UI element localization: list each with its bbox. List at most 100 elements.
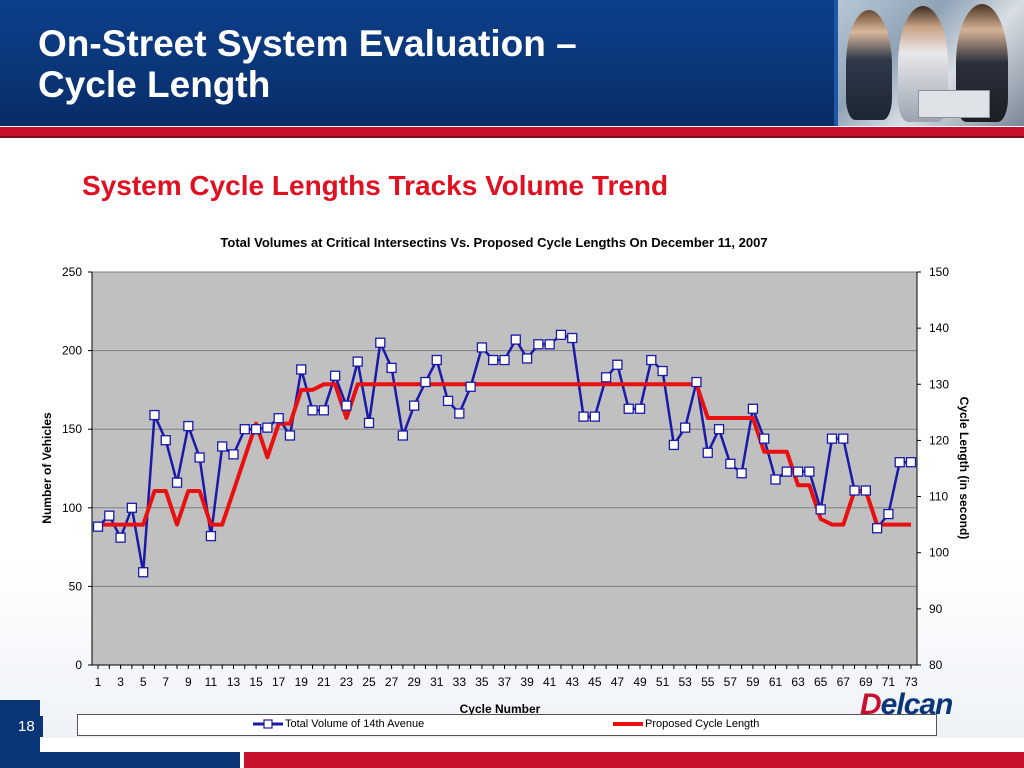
data-point-volume bbox=[623, 403, 634, 414]
x-tick-label: 23 bbox=[340, 675, 354, 689]
data-point-volume bbox=[160, 435, 171, 446]
data-point-volume bbox=[329, 370, 341, 381]
y2-tick-label: 90 bbox=[929, 602, 943, 616]
y2-tick-label: 80 bbox=[929, 658, 943, 672]
data-point-volume bbox=[442, 395, 454, 407]
x-tick-label: 1 bbox=[95, 675, 102, 689]
x-tick-label: 3 bbox=[117, 675, 124, 689]
data-point-volume bbox=[284, 430, 296, 441]
x-tick-label: 59 bbox=[746, 675, 760, 689]
data-point-volume bbox=[228, 449, 239, 460]
data-point-volume bbox=[488, 354, 499, 366]
data-point-volume bbox=[826, 433, 838, 444]
header-divider bbox=[834, 0, 840, 126]
legend-swatch-cycle bbox=[613, 718, 643, 730]
data-point-volume bbox=[149, 409, 160, 421]
logo-mark: D bbox=[860, 688, 882, 721]
x-tick-label: 67 bbox=[837, 675, 851, 689]
data-point-volume bbox=[318, 405, 329, 416]
data-point-volume bbox=[386, 362, 397, 374]
legend-label-cycle: Proposed Cycle Length bbox=[645, 718, 760, 730]
data-point-volume bbox=[871, 523, 883, 534]
data-point-volume bbox=[883, 508, 894, 520]
data-point-volume bbox=[194, 452, 205, 463]
data-point-volume bbox=[217, 441, 228, 452]
data-point-volume bbox=[567, 332, 578, 344]
header-banner: On-Street System Evaluation – Cycle Leng… bbox=[0, 0, 838, 126]
left-axis: 0 50 100 150 200 250 bbox=[62, 265, 93, 672]
data-point-volume bbox=[352, 356, 363, 367]
data-point-volume bbox=[544, 339, 555, 350]
x-tick-label: 37 bbox=[498, 675, 512, 689]
x-tick-label: 65 bbox=[814, 675, 828, 689]
data-point-volume bbox=[702, 447, 713, 458]
data-point-volume bbox=[634, 403, 646, 414]
y-tick-label: 150 bbox=[62, 422, 82, 436]
x-tick-label: 43 bbox=[566, 675, 580, 689]
data-point-volume bbox=[815, 504, 826, 515]
x-tick-label: 45 bbox=[588, 675, 602, 689]
x-tick-label: 21 bbox=[317, 675, 331, 689]
data-point-volume bbox=[476, 342, 488, 353]
slide-subtitle: System Cycle Lengths Tracks Volume Trend bbox=[82, 170, 669, 201]
x-tick-label: 53 bbox=[678, 675, 692, 689]
y2-tick-label: 140 bbox=[929, 321, 949, 335]
x-tick-label: 61 bbox=[769, 675, 783, 689]
x-tick-label: 63 bbox=[791, 675, 805, 689]
page-title: On-Street System Evaluation – Cycle Leng… bbox=[38, 23, 577, 105]
y2-axis-label: Cycle Length (in second) bbox=[957, 397, 971, 540]
data-point-volume bbox=[397, 430, 409, 441]
data-point-volume bbox=[713, 424, 725, 435]
y2-tick-label: 120 bbox=[929, 433, 949, 447]
data-point-volume bbox=[510, 334, 521, 345]
data-point-volume bbox=[183, 420, 194, 432]
data-point-volume bbox=[612, 359, 623, 370]
x-tick-label: 31 bbox=[430, 675, 444, 689]
data-point-volume bbox=[804, 466, 815, 477]
data-point-volume bbox=[589, 411, 600, 422]
data-point-volume bbox=[126, 502, 138, 513]
data-point-volume bbox=[375, 337, 386, 348]
data-point-volume bbox=[499, 354, 510, 366]
data-point-volume bbox=[307, 405, 318, 416]
x-tick-label: 71 bbox=[882, 675, 896, 689]
data-point-volume bbox=[115, 532, 126, 543]
x-axis: 1 3 5 7 9 11 13 15 17 19 21 23 25 27 29 31 33 35 37 39 41 43 4… bbox=[92, 664, 918, 689]
right-axis: 80 90 100 110 120 130 140 150 bbox=[916, 265, 949, 672]
y2-tick-label: 100 bbox=[929, 546, 949, 560]
data-point-volume bbox=[578, 411, 589, 422]
legend-item-cycle: Proposed Cycle Length bbox=[613, 718, 759, 730]
y-axis-label: Number of Vehicles bbox=[40, 412, 54, 524]
legend-label-volume: Total Volume of 14th Avenue bbox=[285, 718, 425, 730]
x-tick-label: 17 bbox=[272, 675, 286, 689]
y-tick-label: 100 bbox=[62, 501, 82, 515]
chart-title: Total Volumes at Critical Intersectins V… bbox=[220, 235, 767, 250]
data-point-volume bbox=[725, 458, 736, 469]
x-tick-label: 39 bbox=[520, 675, 534, 689]
header-rule bbox=[0, 127, 1024, 138]
x-tick-label: 51 bbox=[656, 675, 670, 689]
data-point-volume bbox=[747, 403, 759, 414]
x-tick-label: 49 bbox=[633, 675, 647, 689]
data-point-volume bbox=[171, 477, 183, 488]
data-point-volume bbox=[296, 364, 307, 375]
x-tick-label: 13 bbox=[227, 675, 241, 689]
y-tick-label: 50 bbox=[69, 579, 83, 593]
data-point-volume bbox=[420, 376, 431, 388]
data-point-volume bbox=[138, 567, 149, 578]
data-point-volume bbox=[894, 457, 905, 468]
data-point-volume bbox=[680, 422, 691, 433]
data-point-volume bbox=[363, 417, 375, 429]
data-point-volume bbox=[736, 468, 747, 479]
data-point-volume bbox=[849, 485, 860, 496]
x-tick-label: 35 bbox=[475, 675, 489, 689]
x-tick-label: 29 bbox=[407, 675, 421, 689]
data-point-volume bbox=[262, 422, 273, 433]
y2-tick-label: 130 bbox=[929, 377, 949, 391]
data-point-volume bbox=[273, 413, 284, 424]
data-point-volume bbox=[838, 433, 849, 444]
x-tick-label: 47 bbox=[611, 675, 625, 689]
data-point-volume bbox=[759, 433, 770, 444]
data-point-volume bbox=[646, 354, 657, 366]
